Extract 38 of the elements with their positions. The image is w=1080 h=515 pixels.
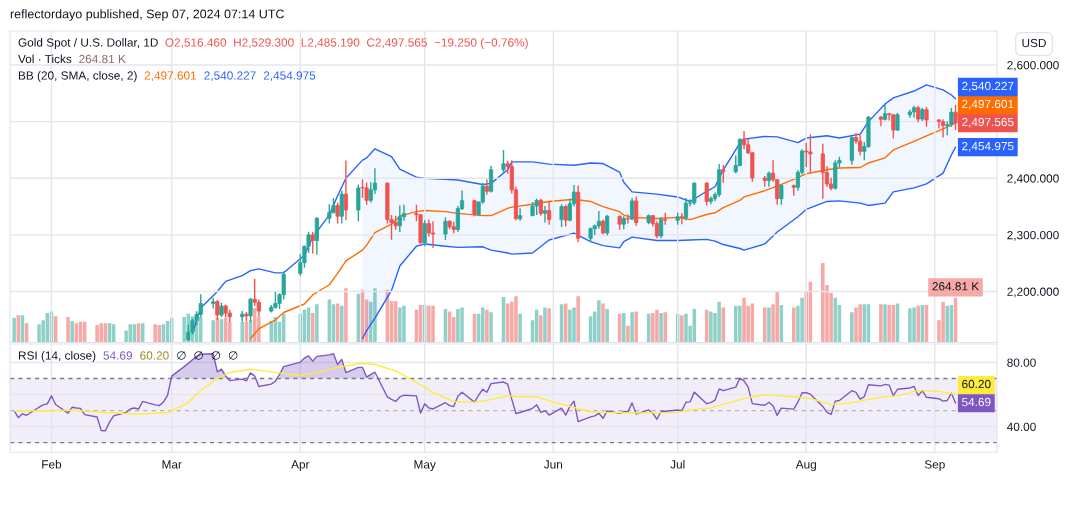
y-tick-label: 40.00 (1006, 422, 1036, 432)
y-tick-label: 2,400.000 (1007, 174, 1059, 185)
y-axis-title: USD (1022, 38, 1046, 48)
data-label: 2,454.975 (962, 141, 1014, 152)
annotation: O2,516.460 H2,529.300 L2,485.190 C2,497.565 −19.250 (−0.76%) (165, 38, 528, 49)
x-tick-label: May (414, 460, 436, 471)
text: BB (20, SMA, close, 2) (18, 71, 137, 82)
x-tick-label: Feb (42, 459, 62, 469)
data-label: 2,540.227 (962, 81, 1014, 92)
annotation: 264.81 K (932, 282, 980, 291)
chart-subtitle: reflectordayo published, Sep 07, 2024 07:14 UTC (10, 9, 284, 21)
annotation: 264.81 K (79, 54, 126, 64)
text: RSI (14, close) (18, 351, 96, 362)
x-tick-label: Aug (795, 460, 816, 471)
text: 60.20 (140, 351, 169, 360)
text: 2,497.601 (144, 71, 197, 82)
x-tick-label: Apr (291, 460, 310, 471)
text: Gold Spot / U.S. Dollar, 1D (18, 38, 158, 49)
annotation: ∅ (228, 351, 238, 360)
text: 2,540.227 (204, 71, 256, 82)
text: 2,454.975 (263, 71, 316, 82)
annotation: ∅ (211, 351, 221, 360)
y-tick-label: 2,300.000 (1007, 230, 1059, 241)
y-tick-label: 80.00 (1007, 358, 1036, 367)
data-label: 2,497.601 (962, 99, 1014, 110)
y-tick-label: 2,200.000 (1007, 287, 1059, 298)
data-label: 54.69 (962, 397, 991, 407)
x-tick-label: Jun (543, 460, 563, 469)
x-tick-label: Sep (924, 460, 945, 471)
text: 2,497.565 (962, 117, 1014, 128)
chart-title: Vol · Ticks (18, 54, 72, 64)
text: 54.69 (103, 351, 132, 360)
y-tick-label: 2,600.000 (1007, 61, 1059, 71)
annotation: ∅ (177, 351, 186, 360)
x-tick-label: Mar (162, 460, 182, 469)
annotation: ∅ (194, 351, 203, 360)
x-tick-label: Jul (670, 459, 685, 469)
data-label: 60.20 (962, 379, 991, 389)
